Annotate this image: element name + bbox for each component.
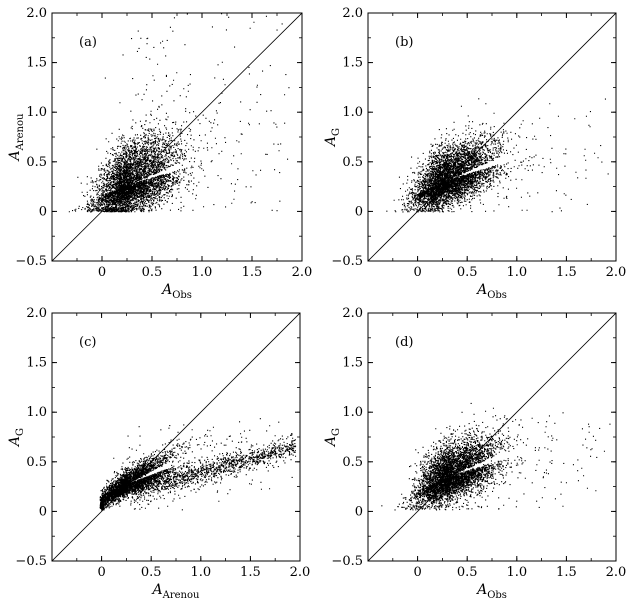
y-tick-label: −0.5 — [15, 254, 47, 269]
y-tick-label: 1.0 — [26, 105, 47, 120]
y-tick-label: 1.5 — [342, 356, 363, 371]
x-tick-label: 1.5 — [242, 265, 263, 280]
y-axis-label: AArenou — [7, 113, 26, 163]
y-tick-label: 0 — [355, 504, 363, 519]
scatter-points — [99, 418, 297, 511]
data-point — [386, 98, 609, 213]
data-point — [381, 402, 611, 511]
y-tick-label: −0.5 — [331, 554, 363, 569]
panel-d: 0 0.5 1.0 1.5 2.0 −0.5 0 0.5 1.0 1.5 2.0 (d) AObs AG — [323, 306, 626, 601]
x-tick-label: 1.5 — [240, 565, 261, 580]
y-tick-label: 0.5 — [26, 155, 47, 170]
x-tick-label: 0.5 — [457, 565, 478, 580]
panel-label: (b) — [395, 35, 413, 50]
x-tick-label: 0 — [97, 565, 105, 580]
reference-line — [52, 313, 300, 561]
x-tick-label: 1.5 — [556, 565, 577, 580]
y-tick-label: −0.5 — [331, 254, 363, 269]
x-tick-label: 2.0 — [292, 265, 313, 280]
y-tick-label: 0 — [39, 504, 47, 519]
y-tick-label: 0.5 — [342, 455, 363, 470]
x-tick-label: 1.5 — [556, 265, 577, 280]
y-axis-label: AG — [7, 428, 26, 448]
data-point — [68, 13, 290, 213]
scatter-points — [386, 98, 609, 213]
x-tick-label: 2.0 — [606, 265, 627, 280]
y-tick-label: 0 — [39, 204, 47, 219]
y-tick-label: 1.0 — [26, 405, 47, 420]
x-tick-label: 0 — [98, 265, 106, 280]
panel-c: 0 0.5 1.0 1.5 2.0 −0.5 0 0.5 1.0 1.5 2.0 (c) AArenou… — [7, 306, 310, 601]
scatter-points — [68, 13, 290, 213]
data-point — [99, 418, 297, 511]
y-axis-label: AG — [323, 128, 342, 148]
y-tick-label: 0.5 — [342, 155, 363, 170]
panel-label: (a) — [79, 35, 97, 50]
y-tick-label: 2.0 — [26, 306, 47, 321]
y-tick-label: 1.5 — [342, 56, 363, 71]
scatter-points — [381, 402, 611, 511]
x-axis-label: AObs — [475, 582, 507, 601]
x-axis-label: AArenou — [151, 582, 201, 601]
panel-a: 0 0.5 1.0 1.5 2.0 −0.5 0 0.5 1.0 1.5 2.0 (a) AObs AAr… — [7, 6, 312, 301]
x-tick-label: 1.0 — [192, 265, 213, 280]
panel-b: 0 0.5 1.0 1.5 2.0 −0.5 0 0.5 1.0 1.5 2.0 (b) AObs AG — [323, 6, 626, 301]
x-tick-label: 0.5 — [141, 565, 162, 580]
x-tick-label: 2.0 — [290, 565, 311, 580]
x-tick-label: 1.0 — [190, 565, 211, 580]
x-tick-label: 0.5 — [457, 265, 478, 280]
panel-label: (c) — [79, 335, 96, 350]
y-tick-label: 1.0 — [342, 105, 363, 120]
y-tick-label: 1.5 — [26, 56, 47, 71]
reference-line — [52, 13, 302, 261]
y-tick-label: 2.0 — [342, 6, 363, 21]
x-tick-label: 1.0 — [506, 565, 527, 580]
x-axis-label: AObs — [160, 282, 192, 301]
x-tick-label: 1.0 — [506, 265, 527, 280]
y-tick-label: 0.5 — [26, 455, 47, 470]
y-tick-label: 0 — [355, 204, 363, 219]
panel-label: (d) — [395, 335, 413, 350]
x-tick-label: 0 — [413, 265, 421, 280]
y-tick-label: 2.0 — [342, 306, 363, 321]
y-tick-label: −0.5 — [15, 554, 47, 569]
y-tick-label: 2.0 — [26, 6, 47, 21]
x-axis-label: AObs — [475, 282, 507, 301]
y-tick-label: 1.0 — [342, 405, 363, 420]
x-tick-label: 0.5 — [142, 265, 163, 280]
y-tick-label: 1.5 — [26, 356, 47, 371]
reference-line — [368, 13, 616, 261]
y-axis-label: AG — [323, 428, 342, 448]
x-tick-label: 2.0 — [606, 565, 627, 580]
x-tick-label: 0 — [413, 565, 421, 580]
